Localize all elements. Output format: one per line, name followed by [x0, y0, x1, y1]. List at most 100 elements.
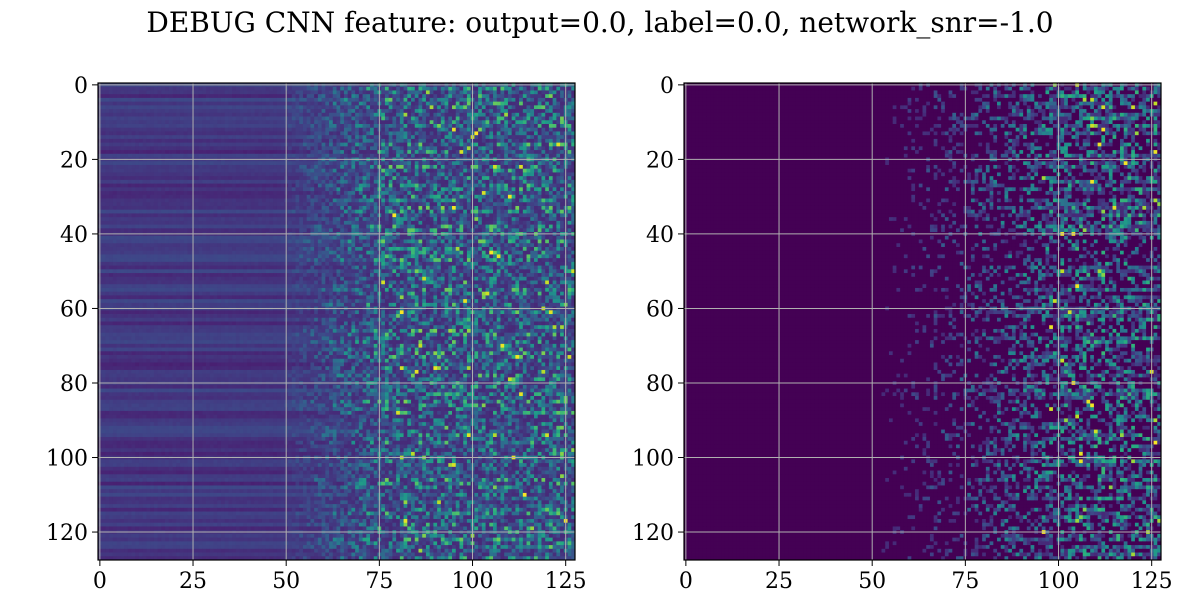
heatmap-cell [198, 112, 203, 117]
heatmap-cell [396, 138, 401, 144]
heatmap-cell [280, 205, 285, 211]
heatmap-cell [381, 123, 386, 129]
heatmap-cell [452, 123, 457, 129]
heatmap-cell [336, 150, 341, 155]
heatmap-cell [269, 220, 274, 226]
heatmap-cell [347, 123, 352, 129]
heatmap-cell [276, 131, 282, 136]
heatmap-cell [567, 202, 572, 207]
heatmap-cell [217, 198, 222, 203]
heatmap-cell [250, 220, 255, 226]
heatmap-cell [150, 101, 155, 106]
heatmap-cell [321, 97, 326, 103]
heatmap-cell [370, 153, 375, 158]
heatmap-cell [347, 209, 352, 214]
heatmap-cell [250, 150, 255, 155]
heatmap-cell [310, 123, 315, 129]
heatmap-cell [396, 135, 401, 140]
heatmap-cell [198, 90, 203, 95]
heatmap-cell [381, 86, 386, 91]
heatmap-cell [399, 198, 404, 203]
heatmap-cell [206, 131, 211, 136]
heatmap-cell [150, 127, 155, 132]
heatmap-cell [131, 109, 136, 114]
heatmap-cell [507, 131, 513, 136]
heatmap-cell [213, 116, 218, 121]
heatmap-cell [153, 198, 159, 203]
heatmap-cell [254, 217, 259, 222]
heatmap-cell [105, 183, 110, 188]
heatmap-cell [530, 146, 535, 151]
heatmap-cell [481, 94, 486, 99]
heatmap-cell [101, 187, 106, 192]
heatmap-cell [317, 109, 322, 114]
heatmap-cell [135, 224, 140, 229]
heatmap-cell [157, 172, 162, 177]
heatmap-cell [384, 120, 390, 125]
heatmap-cell [444, 142, 449, 147]
heatmap-cell [489, 187, 494, 192]
heatmap-cell [247, 194, 252, 199]
heatmap-cell [530, 187, 535, 192]
heatmap-cell [493, 179, 498, 185]
heatmap-cell [217, 209, 222, 214]
heatmap-cell [239, 224, 244, 229]
heatmap-cell [548, 90, 554, 95]
heatmap-cell [425, 179, 431, 185]
heatmap-cell [388, 183, 393, 188]
heatmap-cell [247, 213, 252, 218]
heatmap-cell [366, 127, 371, 132]
heatmap-cell [340, 123, 345, 129]
heatmap-cell [187, 123, 192, 129]
heatmap-cell [485, 187, 490, 192]
heatmap-cell [194, 187, 200, 192]
heatmap-cell [496, 224, 501, 229]
heatmap-cell [250, 183, 255, 188]
heatmap-cell [273, 153, 278, 158]
heatmap-cell [112, 194, 118, 199]
heatmap-cell [552, 94, 557, 99]
heatmap-cell [146, 123, 151, 129]
heatmap-cell [530, 161, 535, 166]
heatmap-cell [325, 90, 330, 95]
heatmap-cell [157, 168, 162, 173]
heatmap-cell [224, 153, 229, 158]
heatmap-cell [209, 90, 214, 95]
heatmap-cell [340, 179, 345, 185]
heatmap-cell [235, 220, 241, 226]
heatmap-cell [534, 198, 539, 203]
heatmap-cell [332, 131, 337, 136]
heatmap-cell [493, 224, 498, 229]
heatmap-cell [519, 194, 524, 199]
heatmap-cell [142, 86, 147, 91]
heatmap-cell [444, 135, 449, 140]
heatmap-cell [179, 112, 185, 117]
heatmap-cell [496, 131, 501, 136]
heatmap-cell [209, 109, 214, 114]
heatmap-cell [474, 209, 479, 214]
heatmap-cell [478, 202, 483, 207]
heatmap-cell [135, 86, 140, 91]
heatmap-cell [474, 176, 479, 181]
heatmap-cell [157, 127, 162, 132]
heatmap-cell [552, 194, 557, 199]
heatmap-cell [534, 142, 539, 147]
heatmap-cell [105, 205, 110, 211]
heatmap-cell [548, 146, 554, 151]
heatmap-cell [362, 153, 367, 158]
heatmap-cell [213, 205, 218, 211]
heatmap-cell [202, 101, 207, 106]
heatmap-cell [504, 224, 509, 229]
heatmap-cell [299, 164, 304, 170]
heatmap-cell [370, 187, 375, 192]
heatmap-cell [168, 97, 173, 103]
heatmap-cell [355, 90, 360, 95]
heatmap-cell [101, 97, 106, 103]
heatmap-cell [511, 112, 516, 117]
heatmap-cell [332, 90, 337, 95]
heatmap-cell [504, 86, 509, 91]
heatmap-cell [116, 135, 121, 140]
heatmap-cell [217, 142, 222, 147]
heatmap-cell [314, 101, 319, 106]
